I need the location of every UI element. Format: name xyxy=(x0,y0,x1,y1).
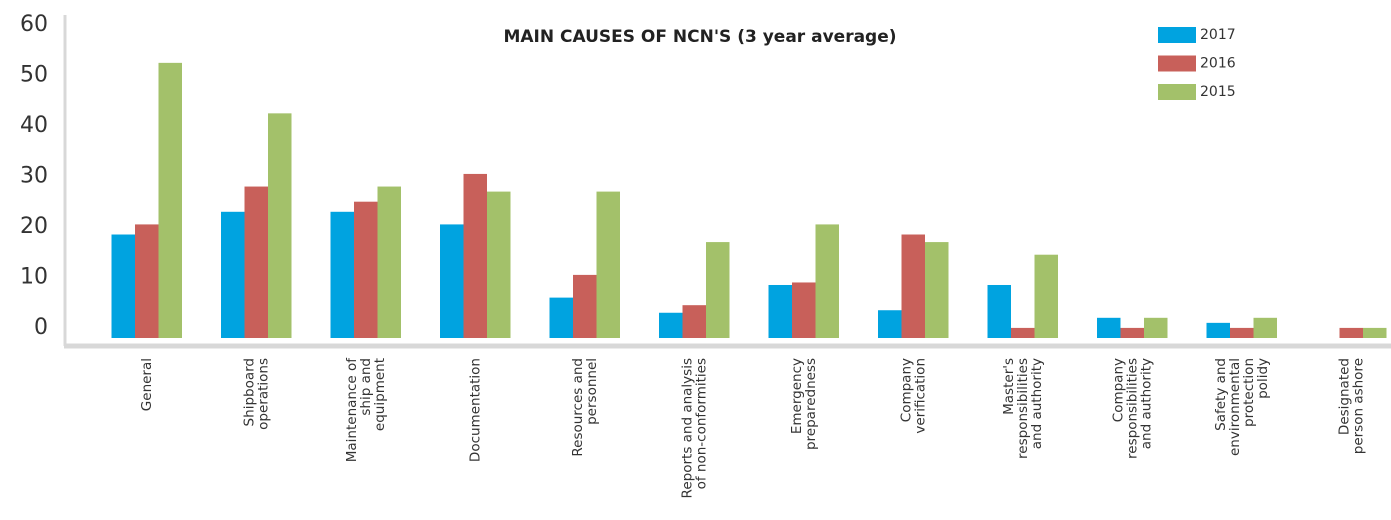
bar xyxy=(221,211,245,338)
bar xyxy=(244,186,268,338)
bar xyxy=(463,173,487,338)
y-tick-label: 60 xyxy=(20,12,48,37)
legend-swatch xyxy=(1158,84,1196,100)
legend-label: 2016 xyxy=(1200,56,1236,72)
y-tick-label: 50 xyxy=(20,62,48,87)
bar xyxy=(1034,254,1058,338)
x-tick-label: Master'sresponsibilitiesand authority xyxy=(1001,358,1045,459)
x-tick-label: Documentation xyxy=(467,358,483,462)
bar xyxy=(268,113,292,338)
x-tick-label: Emergencypreparedness xyxy=(789,358,819,450)
y-tick-label: 30 xyxy=(20,163,48,188)
bar xyxy=(1253,317,1277,338)
bar xyxy=(1339,327,1363,338)
bar xyxy=(987,284,1011,338)
bar xyxy=(135,224,159,338)
y-tick-label: 40 xyxy=(20,113,48,138)
x-tick-label: Safety andenvironmentalprotectionpolidy xyxy=(1213,358,1271,456)
chart-title: MAIN CAUSES OF NCN'S (3 year average) xyxy=(503,27,896,47)
bar xyxy=(330,211,354,338)
legend-swatch xyxy=(1158,27,1196,43)
x-tick-label: Shipboardoperations xyxy=(241,358,271,430)
x-tick-label: Companyresponsibilitiesand authority xyxy=(1110,358,1154,459)
bar xyxy=(706,242,730,338)
bar xyxy=(878,310,902,338)
bar xyxy=(682,305,706,338)
bar xyxy=(792,282,816,338)
x-tick-label: General xyxy=(139,358,155,411)
bar xyxy=(925,242,949,338)
bar xyxy=(768,284,792,338)
legend-swatch xyxy=(1158,55,1196,72)
y-tick-label: 10 xyxy=(20,264,48,289)
bar xyxy=(354,201,378,338)
bar xyxy=(1363,327,1387,338)
x-tick-label: Resources andpersonnel xyxy=(570,358,600,457)
bar xyxy=(377,186,401,338)
bar xyxy=(440,224,464,338)
legend-label: 2015 xyxy=(1200,84,1236,100)
x-tick-label: Designatedperson ashore xyxy=(1336,358,1366,454)
bar xyxy=(1120,327,1144,338)
x-tick-label: Companyverification xyxy=(898,358,928,434)
x-tick-label: Maintenance ofship andequipment xyxy=(344,357,388,462)
bar xyxy=(111,234,135,338)
bar xyxy=(815,224,839,338)
bar xyxy=(1206,322,1230,338)
bar xyxy=(901,234,925,338)
y-tick-label: 20 xyxy=(20,214,48,239)
legend-label: 2017 xyxy=(1200,27,1236,43)
y-tick-label: 0 xyxy=(34,315,48,340)
bar xyxy=(487,191,511,338)
bar xyxy=(573,274,597,338)
bar xyxy=(1011,327,1035,338)
x-tick-label: Reports and analysisof non-conformities xyxy=(679,358,709,498)
bar xyxy=(1097,317,1121,338)
bar xyxy=(158,62,182,338)
bar xyxy=(1144,317,1168,338)
bar xyxy=(596,191,620,338)
bar xyxy=(549,297,573,338)
bar xyxy=(659,312,683,338)
bar xyxy=(1230,327,1254,338)
